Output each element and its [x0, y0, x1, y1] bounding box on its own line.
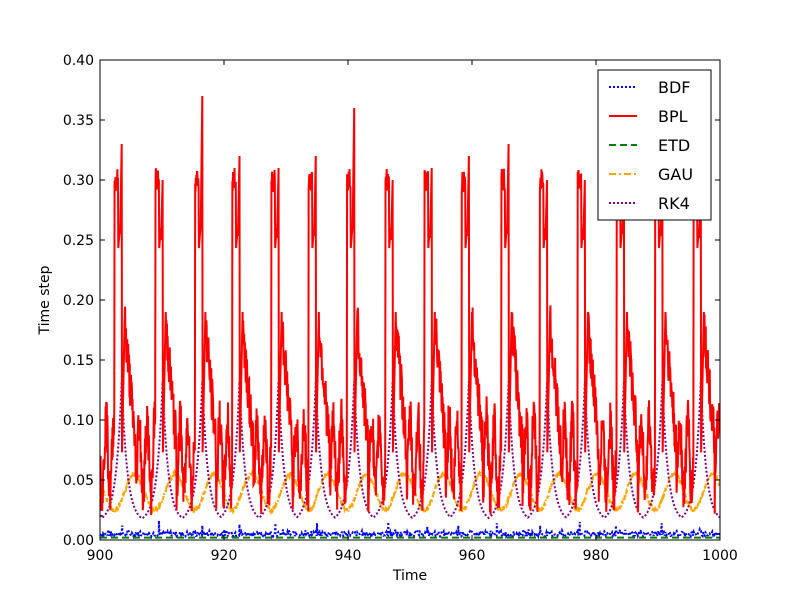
- legend-label-bpl: BPL: [658, 107, 688, 126]
- x-axis-ticks: 900 920 940 960 980 1000: [87, 60, 738, 564]
- y-tick-label: 0.00: [63, 533, 94, 549]
- y-tick-label: 0.05: [63, 473, 94, 489]
- series-line-bpl: [100, 95, 720, 516]
- legend-label-etd: ETD: [658, 136, 690, 155]
- y-tick-label: 0.35: [63, 113, 94, 129]
- legend-label-bdf: BDF: [658, 78, 691, 97]
- y-tick-label: 0.25: [63, 233, 94, 249]
- x-tick-label: 980: [583, 548, 610, 564]
- x-tick-label: 900: [87, 548, 114, 564]
- legend-frame: [597, 69, 712, 221]
- x-axis-label: Time: [392, 568, 427, 584]
- legend-label-gau: GAU: [658, 165, 693, 184]
- x-tick-label: 960: [459, 548, 486, 564]
- y-tick-label: 0.20: [63, 293, 94, 309]
- y-tick-label: 0.15: [63, 353, 94, 369]
- series-line-bdf: [100, 520, 720, 540]
- x-tick-label: 940: [335, 548, 362, 564]
- y-tick-label: 0.40: [63, 53, 94, 69]
- series-layer: [100, 95, 720, 540]
- series-line-gau: [100, 468, 720, 516]
- series-line-rk4: [100, 381, 720, 520]
- x-tick-label: 1000: [702, 548, 738, 564]
- y-axis-label: Time step: [37, 265, 53, 335]
- legend-items: BDF BPL ETD GAU RK4: [609, 78, 693, 213]
- y-axis-ticks: 0.00 0.05 0.10 0.15 0.20 0.25 0.30 0.35 0.40: [63, 53, 720, 549]
- x-tick-label: 920: [211, 548, 238, 564]
- y-tick-label: 0.10: [63, 413, 94, 429]
- legend: BDF BPL ETD GAU RK4: [597, 69, 712, 221]
- legend-label-rk4: RK4: [658, 194, 690, 213]
- y-tick-label: 0.30: [63, 173, 94, 189]
